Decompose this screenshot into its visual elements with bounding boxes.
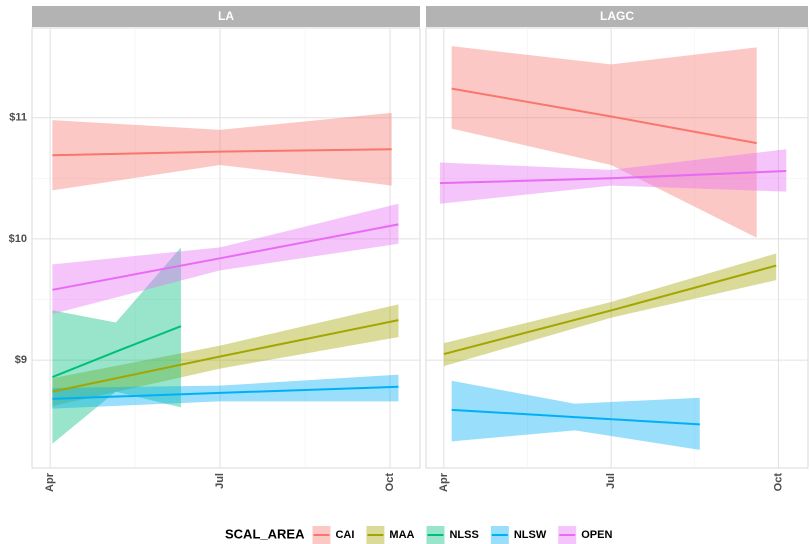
trend-line	[52, 223, 399, 291]
confidence-band	[451, 46, 757, 238]
confidence-band	[52, 374, 399, 409]
facet-title: LA	[218, 9, 234, 23]
confidence-band	[439, 149, 787, 204]
trend-line	[52, 325, 182, 379]
x-tick-label: Oct	[772, 473, 784, 492]
x-tick-label: Jul	[605, 473, 617, 489]
y-tick-label: $9	[15, 354, 27, 366]
trend-line	[451, 87, 757, 145]
x-tick-label: Oct	[384, 473, 396, 492]
trend-line	[439, 170, 787, 185]
facet-title: LAGC	[600, 9, 634, 23]
facet-strip	[32, 6, 420, 27]
trend-line	[52, 148, 392, 157]
confidence-band	[451, 380, 700, 450]
x-tick-label: Apr	[44, 472, 56, 492]
legend-label: MAA	[389, 529, 414, 541]
legend-label: CAI	[335, 529, 354, 541]
confidence-band	[52, 203, 399, 315]
y-tick-label: $11	[9, 112, 27, 124]
trend-line	[451, 408, 700, 426]
trend-line	[52, 319, 399, 393]
legend-label: OPEN	[581, 529, 612, 541]
x-tick-label: Apr	[438, 472, 450, 492]
trend-line	[52, 385, 399, 400]
legend-label: NLSW	[514, 529, 547, 541]
legend-title: SCAL_AREA	[225, 526, 305, 541]
x-tick-label: Jul	[214, 473, 226, 489]
panel-background	[31, 27, 421, 469]
trend-line	[443, 264, 777, 356]
panel-background	[425, 27, 809, 469]
y-tick-label: $10	[9, 233, 27, 245]
facet-strip	[426, 6, 808, 27]
legend-label: NLSS	[449, 529, 478, 541]
